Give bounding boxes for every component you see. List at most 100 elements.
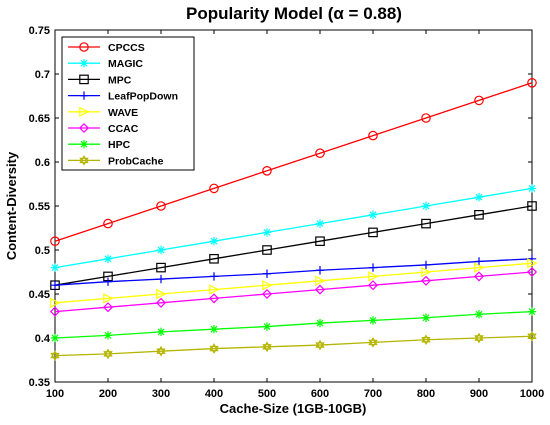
data-point — [420, 275, 432, 286]
data-point — [156, 245, 166, 255]
x-tick-label: 300 — [152, 388, 170, 400]
data-point — [50, 236, 60, 246]
series-ccac — [49, 266, 538, 317]
data-point-inner — [421, 337, 431, 346]
data-point — [79, 140, 89, 149]
data-point — [421, 218, 431, 229]
legend-label: HPC — [108, 139, 131, 151]
data-point — [156, 288, 167, 300]
legend-label: MAGIC — [108, 58, 143, 70]
data-point — [314, 284, 326, 295]
series-group — [49, 78, 538, 361]
data-point — [315, 275, 326, 286]
y-tick-label: 0.6 — [35, 157, 50, 169]
data-point — [209, 325, 219, 334]
data-point — [368, 316, 378, 325]
legend-label: MPC — [108, 74, 132, 86]
data-point — [261, 288, 273, 300]
data-point — [262, 280, 273, 291]
data-point — [262, 245, 272, 255]
data-point — [103, 218, 113, 229]
data-point-inner — [50, 352, 60, 361]
axis-ticks: 100 200 300 400 500 600 700 800 900 1000 0.35 0.4 0.… — [29, 25, 545, 400]
series-hpc — [50, 307, 537, 343]
data-point — [526, 266, 538, 278]
y-tick-label: 0.75 — [29, 25, 50, 37]
data-point — [527, 201, 537, 211]
data-point — [368, 227, 378, 238]
chart-title: Popularity Model (α = 0.88) — [186, 4, 402, 23]
data-point — [209, 284, 220, 295]
data-point — [79, 106, 90, 117]
data-point — [79, 91, 89, 100]
x-tick-label: 400 — [205, 388, 223, 400]
legend-item: HPC — [68, 139, 131, 151]
legend-item: MPC — [68, 74, 132, 86]
series-probcache — [50, 330, 537, 361]
x-tick-label: 900 — [470, 388, 488, 400]
y-tick-label: 0.4 — [35, 333, 51, 345]
data-point — [368, 263, 378, 272]
data-point — [315, 318, 325, 328]
data-point — [50, 263, 60, 272]
series-wave — [50, 258, 538, 308]
data-point — [474, 310, 484, 319]
data-point — [102, 302, 114, 313]
legend-item: CPCCS — [68, 42, 145, 54]
data-point — [50, 333, 60, 343]
data-point — [208, 293, 220, 304]
legend-item: WAVE — [68, 106, 138, 119]
legend-item: LeafPopDown — [68, 91, 178, 103]
data-point — [209, 254, 219, 264]
data-point-inner — [474, 335, 484, 344]
data-point — [156, 345, 166, 354]
data-point — [368, 271, 379, 282]
data-point — [527, 78, 537, 88]
data-point — [50, 350, 60, 359]
series-cpccs — [50, 78, 537, 246]
data-point — [421, 334, 431, 343]
data-point — [315, 219, 325, 228]
data-point — [368, 337, 378, 346]
data-point — [79, 155, 89, 164]
data-point — [315, 266, 325, 275]
data-point — [474, 332, 484, 341]
y-tick-label: 0.7 — [35, 69, 50, 81]
data-point — [421, 201, 431, 211]
data-point — [103, 254, 113, 263]
data-point — [209, 272, 219, 281]
data-point — [368, 130, 378, 141]
series-line — [54, 310, 533, 339]
y-tick-label: 0.5 — [35, 245, 50, 257]
y-axis-label: Content-Diversity — [4, 151, 19, 260]
data-point — [474, 210, 484, 220]
data-point-inner — [156, 348, 166, 357]
data-point — [156, 201, 166, 211]
data-point — [103, 277, 113, 286]
x-tick-label: 100 — [46, 388, 64, 400]
data-point-inner — [527, 333, 537, 342]
series-line — [54, 258, 533, 286]
data-point — [262, 166, 272, 176]
data-point-inner — [209, 345, 219, 354]
data-point — [474, 95, 484, 106]
data-point — [527, 307, 537, 316]
data-point — [79, 42, 89, 52]
data-point — [156, 274, 166, 284]
data-point — [262, 322, 272, 331]
data-point-inner — [79, 157, 89, 166]
data-point — [155, 297, 167, 308]
data-point — [315, 148, 325, 158]
series-line — [54, 262, 533, 304]
data-point — [209, 183, 219, 194]
data-point-inner — [368, 339, 378, 348]
series-line — [54, 82, 533, 242]
data-point — [50, 281, 60, 290]
data-point — [103, 331, 113, 340]
data-point — [79, 74, 89, 85]
data-point — [103, 293, 114, 304]
legend-item: MAGIC — [68, 58, 143, 70]
data-point-inner — [262, 344, 272, 353]
data-point — [474, 262, 485, 273]
